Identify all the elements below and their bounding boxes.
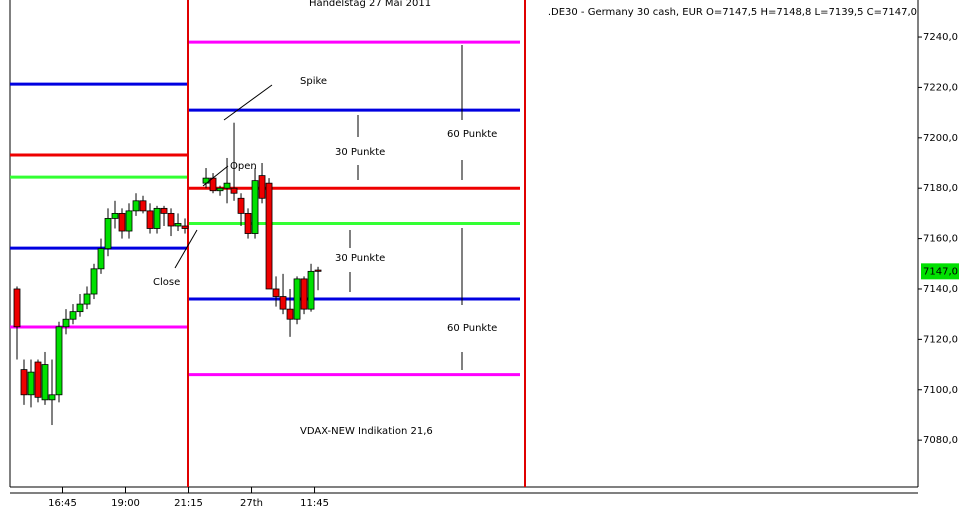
candle-body — [111, 212, 119, 219]
candle-body — [286, 308, 294, 320]
candle-body — [13, 288, 21, 328]
candle-body — [160, 207, 168, 214]
candle-body — [90, 268, 98, 295]
candle-body — [20, 369, 28, 396]
y-tick-label: 7160,0 — [923, 234, 958, 245]
x-tick-label: 16:45 — [48, 498, 77, 509]
annotation: VDAX-NEW Indikation 21,6 — [300, 426, 433, 437]
candle-body — [167, 212, 175, 227]
candle-body — [244, 212, 252, 234]
candle-body — [216, 187, 224, 192]
candle-body — [132, 200, 140, 212]
candle-body — [97, 248, 105, 270]
axes: 7080,0 7100,0 7120,0 7140,0 7160,0 7180,0 7200… — [48, 32, 959, 509]
candle-body — [300, 278, 308, 310]
candle-body — [293, 278, 301, 320]
candle-body — [125, 210, 133, 232]
annotation-lines — [174, 45, 463, 370]
candle-body — [272, 288, 280, 297]
candle-body — [55, 326, 63, 396]
candle-body — [174, 223, 182, 227]
candle-body — [146, 210, 154, 229]
x-tick-label: 11:45 — [300, 498, 329, 509]
candle-body — [307, 270, 315, 310]
candle-body — [104, 218, 112, 250]
candle-body — [139, 200, 147, 212]
candle-body — [34, 361, 42, 398]
candle-body — [153, 207, 161, 229]
annotation: Spike — [300, 76, 327, 87]
candle-body — [83, 293, 91, 305]
y-tick-label: 7100,0 — [923, 385, 958, 396]
last-price-tag — [921, 263, 959, 280]
candle-body — [265, 182, 273, 290]
x-tick-label: 21:15 — [174, 498, 203, 509]
title: Handelstag 27 Mai 2011 — [309, 0, 431, 9]
y-tick-label: 7080,0 — [923, 435, 958, 446]
candle-body — [76, 303, 84, 313]
candle-body — [118, 212, 126, 232]
annotation: 30 Punkte — [335, 147, 385, 158]
candle-body — [237, 197, 245, 214]
subtitle: .DE30 - Germany 30 cash, EUR O=7147,5 H=… — [548, 7, 917, 18]
candle-body — [314, 269, 322, 272]
y-tick-label: 7140,0 — [923, 284, 958, 295]
y-tick-label: 7120,0 — [923, 334, 958, 345]
candle-body — [258, 175, 266, 199]
candle-body — [62, 318, 70, 328]
candle-body — [181, 225, 189, 229]
annotation: 60 Punkte — [447, 129, 497, 140]
candle-body — [41, 364, 49, 401]
last-price-label: 7147,0 — [923, 266, 958, 277]
candle-body — [69, 311, 77, 320]
annotation: Open — [230, 161, 257, 172]
candles — [13, 122, 322, 426]
y-tick-label: 7220,0 — [923, 82, 958, 93]
annotation: 60 Punkte — [447, 323, 497, 334]
annotation: Close — [153, 277, 180, 288]
candle-body — [48, 394, 56, 401]
candle-body — [223, 182, 231, 189]
annotation: 30 Punkte — [335, 253, 385, 264]
y-tick-label: 7180,0 — [923, 183, 958, 194]
candle-body — [27, 371, 35, 396]
candle-body — [230, 187, 238, 194]
x-tick-label: 27th — [240, 498, 263, 509]
y-tick-label: 7200,0 — [923, 133, 958, 144]
candle-body — [251, 180, 259, 234]
levels — [10, 40, 520, 377]
candle-body — [279, 296, 287, 310]
y-tick-label: 7240,0 — [923, 32, 958, 43]
x-tick-label: 19:00 — [111, 498, 140, 509]
